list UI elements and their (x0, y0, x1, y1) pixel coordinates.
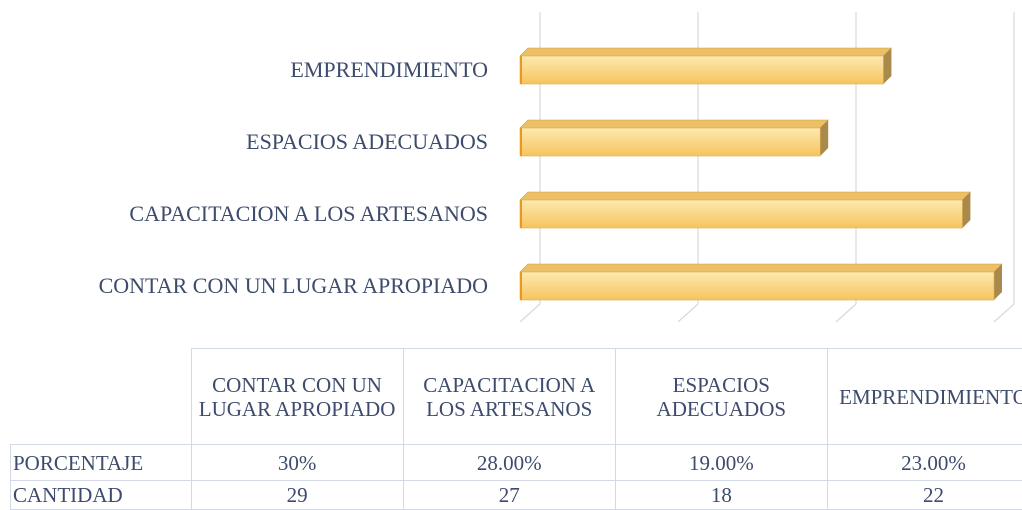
data-table: CONTAR CON UN LUGAR APROPIADO CAPACITACIO… (10, 348, 1022, 510)
column-header: EMPRENDIMIENTO (826, 348, 1022, 445)
table-row: CONTAR CON UN LUGAR APROPIADO CAPACITACIO… (10, 348, 1022, 445)
column-header: CONTAR CON UN LUGAR APROPIADO (190, 348, 404, 445)
bar (519, 271, 995, 301)
category-label: CAPACITACION A LOS ARTESANOS (129, 201, 488, 226)
bar (519, 127, 821, 157)
bar (519, 55, 884, 85)
bar-top (519, 47, 893, 57)
category-label: ESPACIOS ADECUADOS (246, 129, 488, 154)
cell: 30% (190, 444, 404, 481)
bar-top (519, 263, 1003, 273)
cell: 18 (614, 480, 828, 510)
cell: 29 (190, 480, 404, 510)
bar-end (962, 192, 971, 228)
grid-line (835, 12, 857, 323)
row-header: PORCENTAJE (10, 444, 192, 481)
table-corner (10, 348, 192, 445)
table-row: PORCENTAJE 30% 28.00% 19.00% 23.00% (10, 444, 1022, 481)
bar-top (519, 191, 972, 201)
column-header: CAPACITACION A LOS ARTESANOS (402, 348, 616, 445)
bar-end (994, 264, 1002, 300)
cell: 23.00% (826, 444, 1022, 481)
bar-end (820, 120, 829, 156)
bar-edge (520, 200, 522, 228)
row-header: CANTIDAD (10, 480, 192, 510)
chart: CONTAR CON UN LUGAR APROPIADO CAPACITACIO… (99, 12, 1015, 323)
category-label: EMPRENDIMIENTO (290, 57, 488, 82)
grid-line (519, 12, 541, 323)
column-header: ESPACIOS ADECUADOS (614, 348, 828, 445)
bar-top (519, 119, 829, 129)
cell: 19.00% (614, 444, 828, 481)
bar-edge (520, 56, 522, 84)
cell: 22 (826, 480, 1022, 510)
cell: 28.00% (402, 444, 616, 481)
bar-edge (520, 128, 522, 156)
bar-end (883, 48, 892, 84)
grid-line (993, 12, 1015, 323)
cell: 27 (402, 480, 616, 510)
grid-line (677, 12, 699, 323)
bar-edge (520, 272, 522, 300)
table-row: CANTIDAD 29 27 18 22 (10, 480, 1022, 510)
category-label: CONTAR CON UN LUGAR APROPIADO (99, 273, 488, 298)
bar (519, 199, 963, 229)
